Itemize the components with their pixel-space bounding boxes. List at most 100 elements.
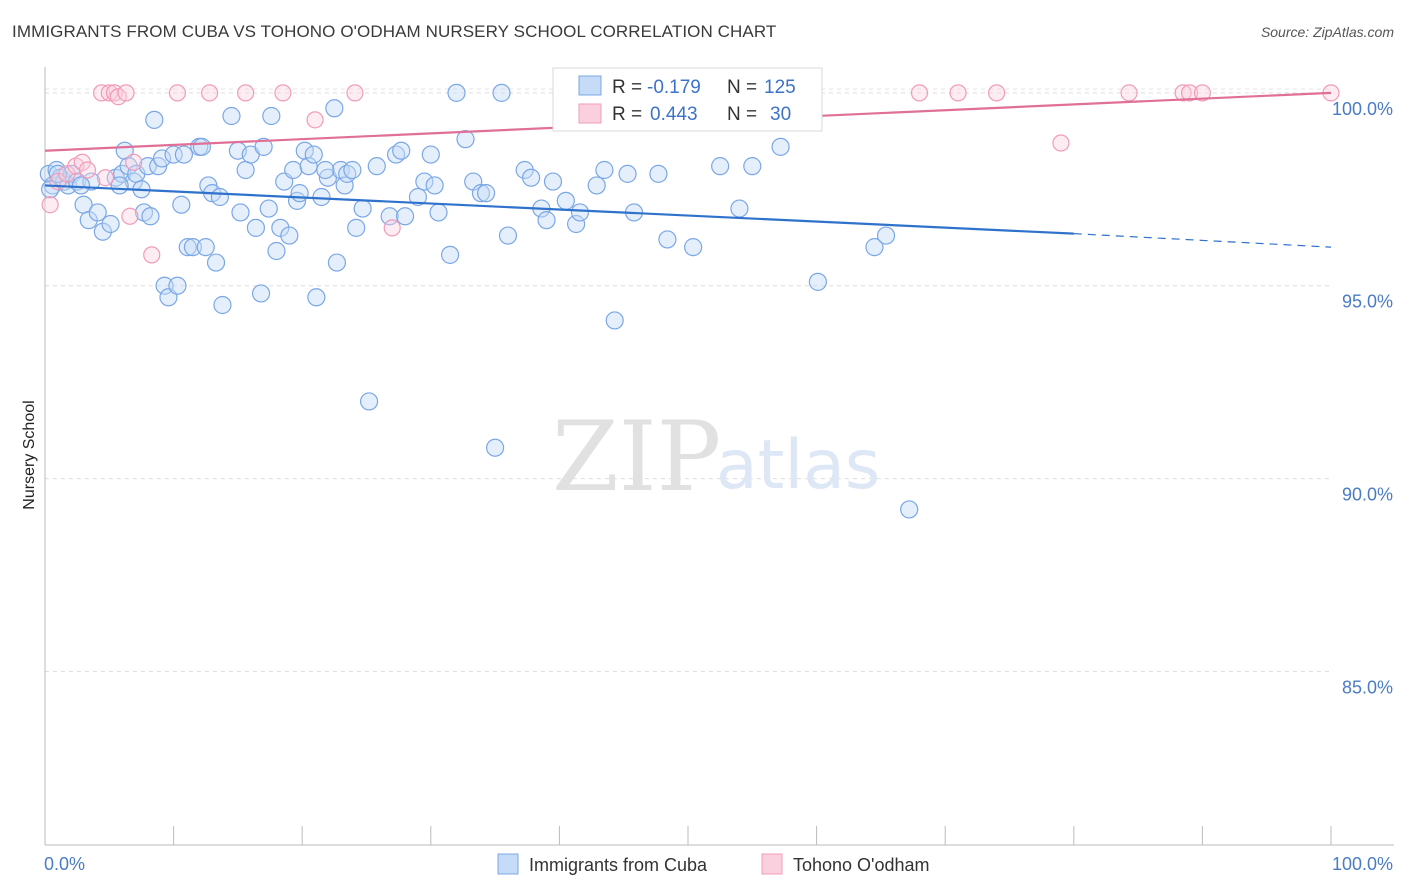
point-tohono [201, 84, 219, 102]
point-cuba [471, 184, 491, 203]
point-tohono [168, 84, 187, 102]
point-cuba [456, 130, 475, 149]
stats-n-label-2: N = [727, 104, 757, 125]
point-cuba [251, 284, 271, 303]
point-tohono [1193, 84, 1212, 102]
point-cuba [587, 176, 606, 195]
point-cuba [196, 238, 215, 257]
point-cuba [178, 238, 197, 257]
point-cuba [492, 83, 511, 102]
point-cuba [246, 218, 266, 237]
point-cuba [440, 245, 460, 264]
point-cuba [172, 195, 191, 214]
point-cuba [145, 110, 164, 129]
stats-n-value-1: 125 [764, 77, 796, 98]
point-tohono [121, 207, 139, 225]
point-cuba [649, 164, 668, 183]
point-cuba [88, 203, 107, 222]
point-cuba [312, 187, 331, 207]
point-tohono [910, 84, 929, 102]
stats-r-value-1: -0.179 [647, 77, 701, 98]
point-cuba [476, 184, 496, 203]
point-tohono [383, 219, 401, 237]
point-tohono [1174, 84, 1192, 102]
y-tick-label: 100.0% [1332, 99, 1393, 119]
point-cuba [367, 157, 386, 176]
point-cuba [168, 276, 187, 295]
point-cuba [262, 106, 281, 126]
point-cuba [335, 176, 354, 195]
point-cuba [327, 253, 347, 272]
x-tick-labels: 0.0% 100.0% [44, 854, 1393, 874]
legend-swatch-tohono [761, 853, 783, 875]
point-cuba [486, 438, 505, 457]
point-cuba [325, 99, 344, 118]
point-cuba [684, 238, 703, 257]
point-cuba [152, 149, 172, 168]
point-tohono [143, 246, 161, 264]
x-tick-label: 0.0% [44, 854, 85, 874]
y-axis-label: Nursery School [21, 400, 38, 509]
trend-line-cuba [44, 184, 1074, 235]
point-tohono [41, 196, 59, 214]
point-tohono [125, 153, 143, 171]
watermark-zip: ZIP [552, 401, 721, 513]
stats-r-value-2: 0.443 [650, 104, 698, 125]
stats-swatch-cuba [578, 75, 602, 96]
point-tohono [78, 161, 97, 179]
point-cuba [71, 176, 91, 195]
point-cuba [353, 199, 372, 218]
point-cuba [347, 218, 366, 237]
point-cuba [392, 141, 411, 160]
point-cuba [865, 238, 884, 257]
point-cuba [425, 176, 444, 195]
point-cuba [543, 172, 563, 191]
point-tohono [1052, 134, 1070, 152]
point-cuba [164, 145, 183, 164]
point-cuba [259, 199, 278, 218]
point-cuba [556, 191, 575, 210]
point-cuba [222, 106, 241, 126]
point-cuba [192, 137, 211, 156]
y-tick-label: 90.0% [1342, 485, 1393, 505]
point-cuba [304, 145, 323, 164]
trend-line-cuba-extension [1073, 233, 1332, 248]
y-tick-labels: 100.0% 95.0% 90.0% 85.0% [1332, 99, 1393, 698]
point-cuba [658, 230, 677, 249]
point-tohono [988, 84, 1006, 102]
legend-label-cuba: Immigrants from Cuba [529, 855, 708, 875]
point-cuba [771, 137, 790, 156]
point-cuba [210, 187, 229, 207]
point-cuba [213, 295, 232, 315]
watermark: ZIP atlas [552, 401, 880, 513]
point-cuba [138, 157, 157, 176]
point-cuba [415, 172, 434, 191]
point-tohono [274, 84, 292, 102]
point-cuba [743, 157, 762, 176]
y-tick-label: 95.0% [1342, 292, 1393, 312]
point-tohono [306, 111, 324, 129]
point-cuba [206, 253, 226, 272]
legend: Immigrants from Cuba Tohono O'odham [497, 853, 930, 875]
stats-r-label-1: R = [612, 77, 642, 98]
point-cuba [537, 211, 556, 230]
legend-swatch-cuba [497, 853, 519, 875]
point-cuba [82, 172, 101, 191]
point-cuba [290, 184, 309, 203]
point-cuba [343, 160, 362, 180]
point-tohono [109, 88, 127, 106]
point-cuba [711, 157, 730, 176]
point-cuba [267, 241, 286, 261]
stats-swatch-tohono [578, 103, 602, 124]
legend-label-tohono: Tohono O'odham [793, 855, 930, 875]
point-cuba [876, 226, 896, 245]
point-cuba [429, 203, 448, 222]
watermark-atlas: atlas [716, 426, 880, 505]
stats-box: R = -0.179 N = 125 R = 0.443 N = 30 [552, 67, 823, 132]
point-cuba [93, 222, 112, 241]
point-cuba [421, 145, 440, 164]
point-cuba [183, 238, 202, 257]
point-tohono [237, 84, 255, 102]
point-cuba [570, 203, 590, 222]
